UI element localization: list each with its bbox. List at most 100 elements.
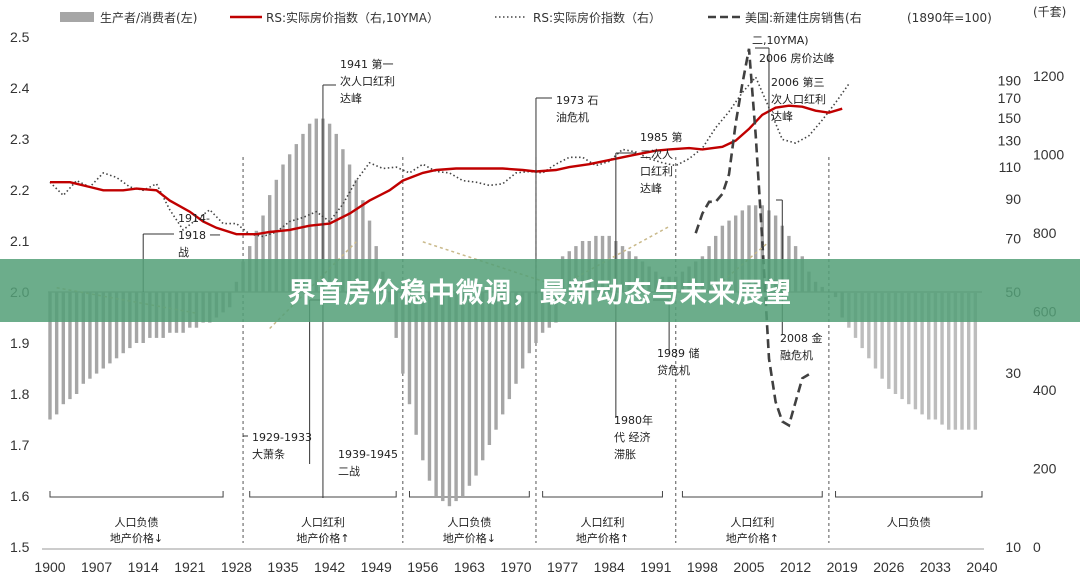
bar-2002	[727, 220, 731, 292]
x-tick-1900: 1900	[34, 559, 65, 575]
bar-1901	[54, 292, 59, 415]
phase-label-3-1: 地产价格↑	[576, 531, 629, 545]
x-tick-1956: 1956	[407, 559, 438, 575]
x-tick-1914: 1914	[128, 559, 159, 575]
annotation-0-0: 1941 第一	[340, 57, 394, 71]
legend-label-dash: 美国:新建住房销售(右	[745, 10, 862, 25]
bar-1938	[301, 133, 305, 292]
x-tick-2019: 2019	[827, 559, 858, 575]
bar-1957	[427, 292, 432, 481]
bar-1907	[94, 292, 99, 374]
x-tick-1984: 1984	[594, 559, 625, 575]
bar-1961	[454, 292, 458, 502]
y-right-outer-tick-1000: 1000	[1033, 147, 1064, 163]
y-right-tick-110: 110	[999, 159, 1022, 175]
bar-2023	[867, 292, 871, 359]
annotation-2-1: 大萧条	[252, 447, 285, 461]
annotation-3-1: 二战	[338, 465, 360, 478]
phase-label-4-0: 人口红利	[730, 516, 774, 529]
x-tick-1949: 1949	[361, 559, 392, 575]
bar-2031	[920, 292, 924, 415]
series-rs-index-10yma	[50, 104, 843, 236]
x-tick-2033: 2033	[920, 559, 951, 575]
y-left-tick-2.3: 2.3	[10, 131, 30, 147]
annotation-1-1: 1918 一	[178, 229, 221, 242]
phase-label-5-0: 人口负债	[887, 515, 931, 529]
bar-1962	[461, 292, 465, 496]
legend: 生产者/消费者(左) RS:实际房价指数（右,10YMA） RS:实际房价指数（右）…	[60, 10, 992, 25]
bar-1937	[294, 144, 299, 292]
bar-1960	[447, 292, 452, 507]
x-tick-1921: 1921	[174, 559, 205, 575]
y-right-outer-tick-1200: 1200	[1033, 68, 1064, 84]
annotation-6-2: 滞胀	[614, 448, 636, 461]
bar-1955	[414, 292, 418, 435]
bar-1935	[281, 164, 285, 292]
bar-1956	[421, 292, 425, 461]
annotation-8-2: 达峰	[771, 110, 793, 123]
axes: 1.51.61.71.81.92.02.12.22.32.42.51030507…	[10, 5, 1066, 575]
y-left-tick-1.5: 1.5	[10, 539, 30, 555]
y-right-outer-tick-200: 200	[1033, 461, 1057, 477]
annotation-3-0: 1939-1945	[338, 448, 398, 461]
y-right-tick-70: 70	[1005, 231, 1021, 247]
y-left-tick-1.9: 1.9	[10, 335, 30, 351]
annotation-4-1: 油危机	[556, 110, 589, 124]
headline-banner: 界首房价稳中微调，最新动态与未来展望	[0, 259, 1080, 322]
x-tick-2012: 2012	[780, 559, 811, 575]
x-tick-1942: 1942	[314, 559, 345, 575]
bar-1969	[507, 292, 512, 400]
bar-1905	[81, 292, 85, 384]
y-right-outer-unit: (千套)	[1033, 5, 1066, 19]
bar-1940	[314, 118, 318, 292]
y-right-outer-tick-400: 400	[1033, 382, 1057, 398]
bar-1958	[434, 292, 438, 496]
annotation-8-1: 次人口红利	[771, 92, 826, 106]
bar-2032	[927, 292, 931, 420]
bar-1934	[274, 179, 279, 292]
bar-1967	[494, 292, 498, 430]
bar-1972	[527, 292, 532, 354]
annotation-6-0: 1980年	[614, 413, 653, 427]
annotation-0-1: 次人口红利	[340, 74, 395, 88]
y-right-tick-30: 30	[1005, 365, 1021, 381]
bar-1939	[307, 123, 312, 292]
phase-label-3-0: 人口红利	[581, 516, 625, 529]
legend-label-bar: 生产者/消费者(左)	[100, 10, 197, 25]
bar-1968	[500, 292, 505, 415]
y-left-tick-2.1: 2.1	[10, 233, 30, 249]
bar-1945	[347, 164, 352, 292]
y-left-tick-1.6: 1.6	[10, 488, 30, 504]
x-tick-1991: 1991	[640, 559, 671, 575]
annotation-2-0: 1929-1933	[252, 431, 312, 444]
bar-1971	[520, 292, 525, 369]
x-tick-1935: 1935	[267, 559, 298, 575]
annotation-7-1: 贷危机	[657, 363, 690, 377]
bar-2009	[773, 215, 778, 292]
y-right-outer-tick-0: 0	[1033, 539, 1041, 555]
annotation-1-2: 战	[178, 246, 189, 259]
annotation-4-0: 1973 石	[556, 94, 599, 107]
bar-1946	[354, 179, 358, 292]
phase-bracket-3	[542, 491, 663, 498]
bar-1909	[108, 292, 112, 364]
y-right-tick-130: 130	[998, 133, 1022, 149]
series-rs-index-dotted	[49, 75, 850, 238]
bar-1963	[467, 292, 472, 486]
x-tick-1998: 1998	[687, 559, 718, 575]
bar-1953	[401, 292, 405, 374]
bar-1936	[287, 154, 292, 292]
bar-1944	[341, 149, 345, 292]
bar-1948	[367, 220, 372, 292]
bar-2006	[753, 205, 758, 292]
bar-1965	[481, 292, 485, 461]
bar-2027	[893, 292, 898, 394]
bar-2038	[966, 292, 971, 430]
bar-2024	[873, 292, 878, 369]
x-tick-1977: 1977	[547, 559, 578, 575]
x-tick-1963: 1963	[454, 559, 485, 575]
headline-text: 界首房价稳中微调，最新动态与未来展望	[288, 278, 792, 309]
